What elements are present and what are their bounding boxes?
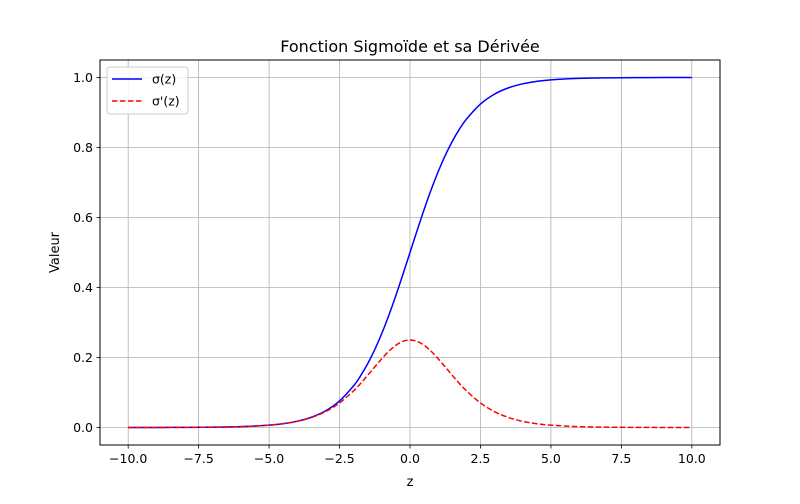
legend-label-sigma: σ(z) (152, 72, 176, 87)
x-tick-label: 2.5 (471, 451, 491, 466)
x-tick-label: −7.5 (183, 451, 213, 466)
sigmoid-derivative-line (128, 339, 692, 429)
chart-title: Fonction Sigmoïde et sa Dérivée (280, 37, 540, 56)
y-tick-label: 0.6 (73, 210, 93, 225)
x-tick-label: −5.0 (254, 451, 284, 466)
x-tick-label: 0.0 (400, 451, 420, 466)
y-tick-label: 0.8 (73, 140, 93, 155)
x-axis-label: z (407, 475, 414, 490)
sigmoid-line (128, 76, 692, 429)
y-tick-label: 0.0 (73, 420, 93, 435)
y-tick-label: 0.4 (73, 280, 93, 295)
series-layer (128, 76, 692, 429)
tick-layer: −10.0 −7.5 −5.0 −2.5 0.0 2.5 5.0 7.5 10.0 0.0 0.2 0… (73, 70, 706, 466)
legend: σ(z) σ'(z) (106, 66, 189, 115)
legend-label-sigma-prime: σ'(z) (152, 94, 180, 109)
y-tick-label: 1.0 (73, 70, 93, 85)
x-tick-label: −2.5 (324, 451, 354, 466)
x-tick-label: 5.0 (541, 451, 561, 466)
x-tick-label: 7.5 (611, 451, 631, 466)
y-tick-label: 0.2 (73, 350, 93, 365)
x-tick-label: 10.0 (678, 451, 706, 466)
x-tick-label: −10.0 (109, 451, 147, 466)
y-axis-label: Valeur (48, 231, 63, 273)
